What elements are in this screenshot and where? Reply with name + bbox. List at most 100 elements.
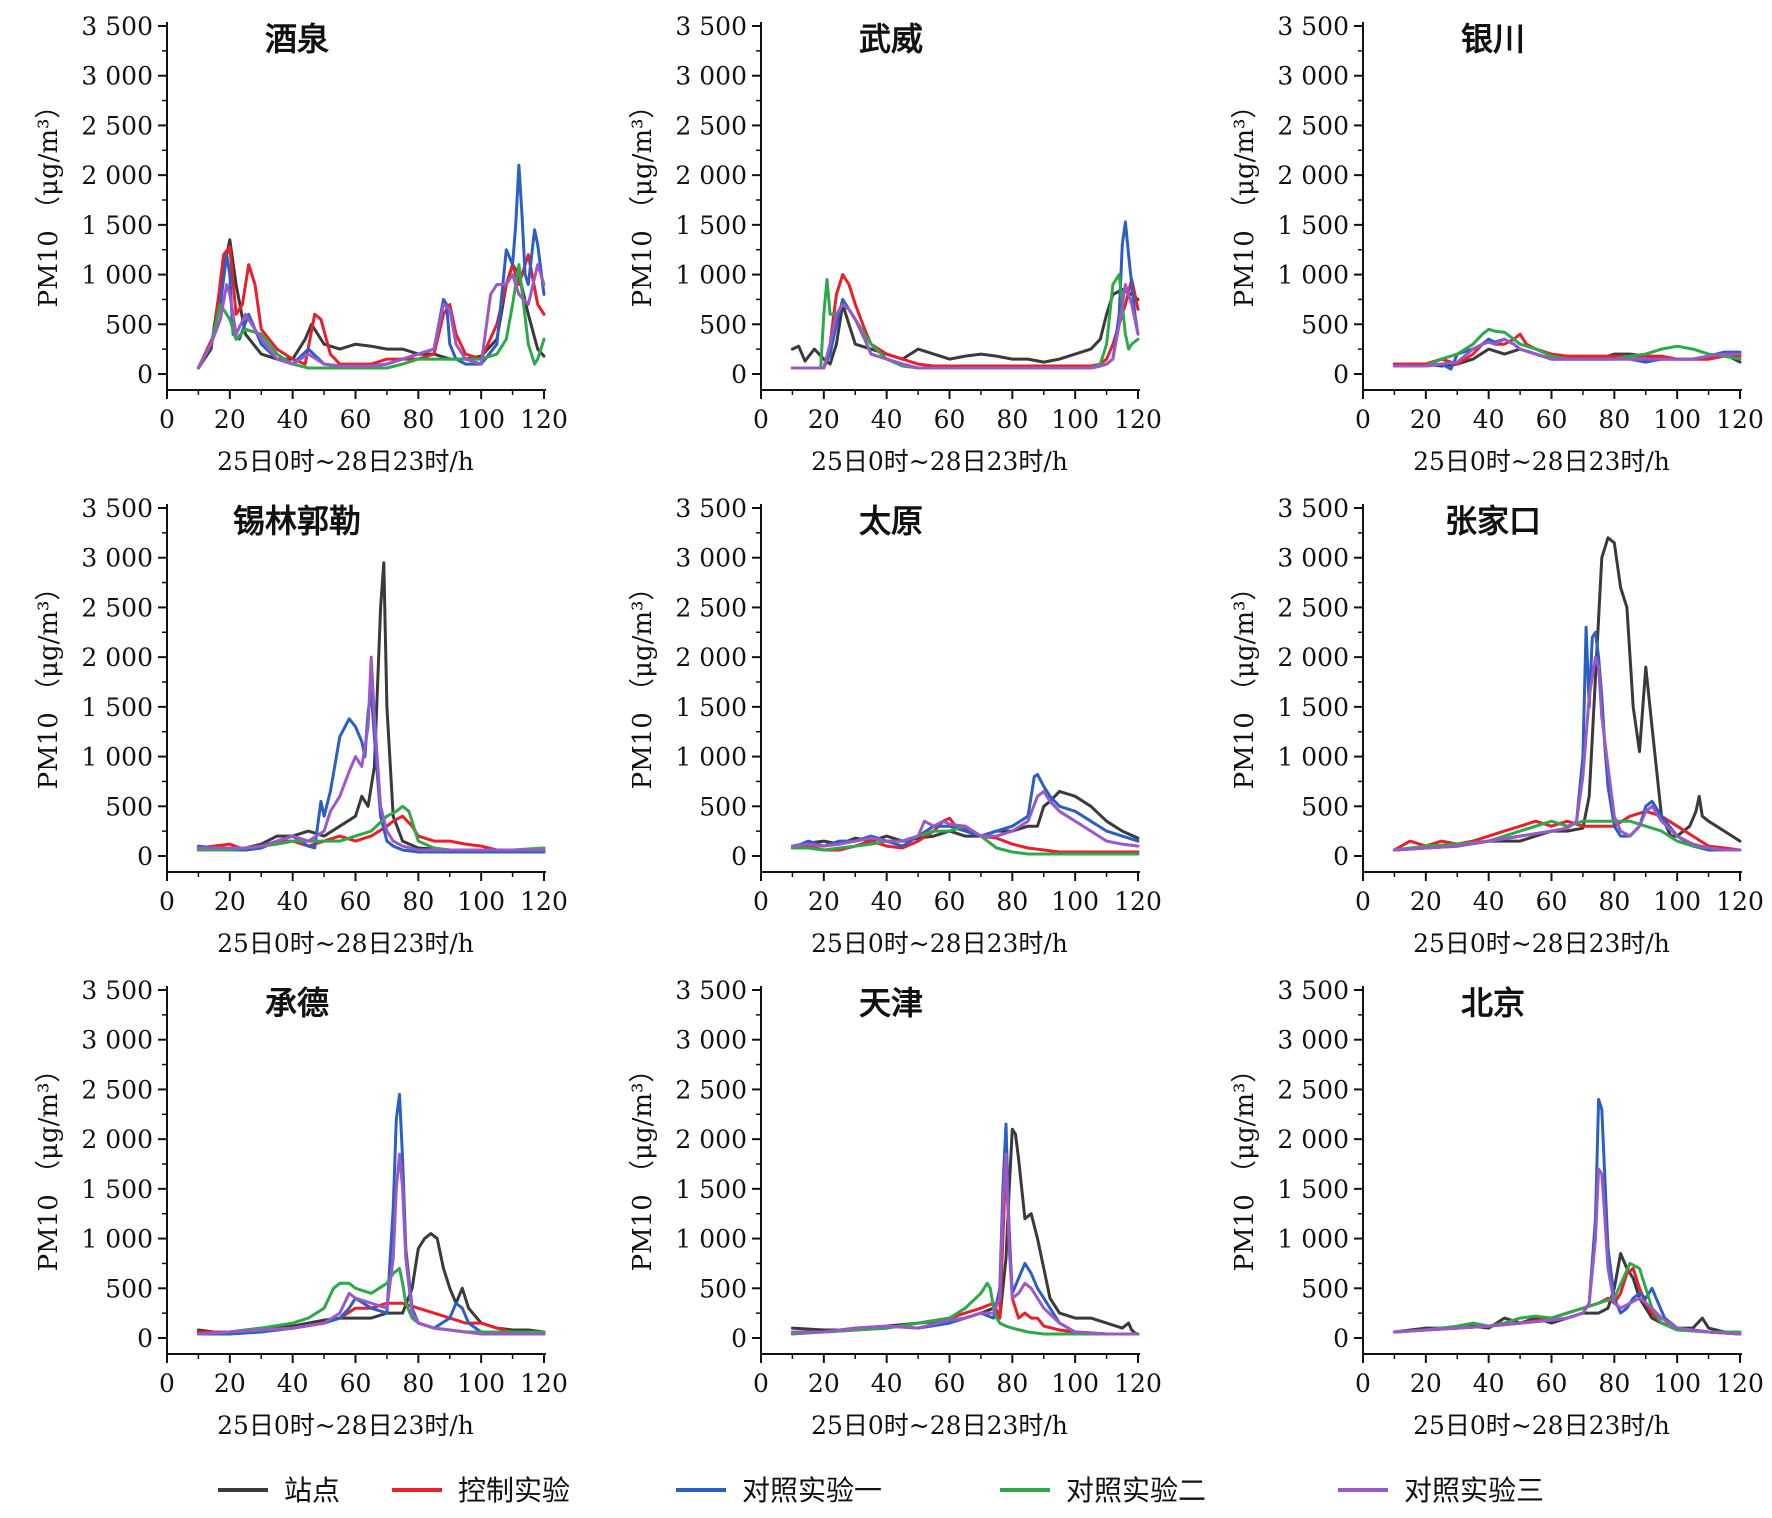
- y-tick-label: 1 500: [81, 693, 153, 722]
- chart-panel: 0 500 1 000 1 500 2 000 2 500 3 000 3 500 0 20 40 6…: [628, 494, 1162, 958]
- series-line: [196, 561, 546, 852]
- x-tick-label: 60: [1536, 1369, 1568, 1398]
- x-tick-label: 80: [996, 887, 1028, 916]
- x-tick-label: 80: [402, 405, 434, 434]
- legend-item: 对照实验一: [676, 1474, 882, 1507]
- series-line: [790, 283, 1140, 370]
- x-tick-label: 60: [1536, 887, 1568, 916]
- x-tick-label: 120: [1114, 405, 1162, 434]
- x-tick-label: 80: [1598, 1369, 1630, 1398]
- chart-title: 太原: [859, 502, 923, 540]
- y-tick-label: 0: [1333, 1324, 1349, 1353]
- legend-label: 站点: [284, 1474, 340, 1507]
- y-tick-label: 2 000: [1277, 161, 1349, 190]
- x-axis-label: 25日0时~28日23时/h: [811, 447, 1068, 476]
- x-tick-label: 20: [808, 405, 840, 434]
- x-tick-label: 20: [1410, 887, 1442, 916]
- y-tick-label: 2 000: [1277, 643, 1349, 672]
- x-tick-label: 80: [996, 405, 1028, 434]
- x-tick-label: 40: [277, 887, 309, 916]
- chart-panel: 0 500 1 000 1 500 2 000 2 500 3 000 3 500 0 20 40 6…: [1230, 12, 1764, 476]
- x-tick-label: 60: [1536, 405, 1568, 434]
- x-tick-label: 80: [1598, 887, 1630, 916]
- y-tick-label: 1 000: [1277, 743, 1349, 772]
- y-tick-label: 3 500: [1277, 976, 1349, 1005]
- y-tick-label: 0: [731, 1324, 747, 1353]
- x-axis-label: 25日0时~28日23时/h: [217, 447, 474, 476]
- x-axis-label: 25日0时~28日23时/h: [1413, 447, 1670, 476]
- y-tick-label: 2 000: [81, 161, 153, 190]
- series-group: [1392, 1097, 1742, 1336]
- y-tick-label: 1 000: [675, 261, 747, 290]
- x-tick-label: 0: [753, 887, 769, 916]
- series-line: [1392, 1252, 1742, 1336]
- x-tick-label: 20: [808, 1369, 840, 1398]
- y-tick-label: 500: [105, 1274, 153, 1303]
- series-line: [196, 1092, 546, 1336]
- y-tick-label: 3 000: [1277, 1026, 1349, 1055]
- x-axis-label: 25日0时~28日23时/h: [811, 929, 1068, 958]
- legend-label: 控制实验: [458, 1474, 570, 1507]
- series-group: [196, 163, 546, 370]
- x-tick-label: 40: [1473, 1369, 1505, 1398]
- legend-label: 对照实验二: [1066, 1474, 1206, 1507]
- y-tick-label: 2 500: [1277, 111, 1349, 140]
- series-group: [196, 561, 546, 854]
- series-group: [1392, 327, 1742, 371]
- x-tick-label: 100: [1653, 405, 1701, 434]
- series-line: [790, 1152, 1140, 1336]
- y-tick-label: 1 000: [81, 743, 153, 772]
- y-tick-label: 500: [105, 310, 153, 339]
- y-tick-label: 1 000: [1277, 1225, 1349, 1254]
- x-tick-label: 0: [159, 887, 175, 916]
- x-tick-label: 60: [934, 1369, 966, 1398]
- y-axis-label: PM10 （μg/m³）: [628, 1057, 658, 1272]
- legend-item: 站点: [218, 1474, 340, 1507]
- legend-label: 对照实验三: [1404, 1474, 1544, 1507]
- y-tick-label: 0: [1333, 842, 1349, 871]
- x-tick-label: 100: [1051, 1369, 1099, 1398]
- y-tick-label: 1 500: [1277, 693, 1349, 722]
- x-tick-label: 40: [871, 887, 903, 916]
- x-tick-label: 0: [1355, 887, 1371, 916]
- y-tick-label: 3 500: [81, 12, 153, 41]
- x-tick-label: 60: [340, 1369, 372, 1398]
- legend-item: 对照实验三: [1338, 1474, 1544, 1507]
- y-tick-label: 2 000: [81, 643, 153, 672]
- y-tick-label: 3 500: [1277, 12, 1349, 41]
- y-tick-label: 3 000: [81, 1026, 153, 1055]
- y-axis-label: PM10 （μg/m³）: [34, 575, 64, 790]
- y-tick-label: 3 000: [81, 544, 153, 573]
- x-tick-label: 80: [996, 1369, 1028, 1398]
- series-line: [1392, 625, 1742, 852]
- x-tick-label: 60: [934, 887, 966, 916]
- series-line: [196, 1152, 546, 1336]
- series-line: [790, 789, 1140, 848]
- y-tick-label: 1 500: [675, 211, 747, 240]
- series-line: [1392, 536, 1742, 852]
- legend-item: 控制实验: [392, 1474, 570, 1507]
- chart-panel: 0 500 1 000 1 500 2 000 2 500 3 000 3 500 0 20 40 6…: [628, 976, 1162, 1440]
- x-tick-label: 60: [340, 887, 372, 916]
- x-tick-label: 100: [457, 887, 505, 916]
- series-line: [790, 273, 1140, 370]
- y-tick-label: 0: [1333, 360, 1349, 389]
- series-line: [1392, 1167, 1742, 1336]
- x-axis-label: 25日0时~28日23时/h: [217, 1411, 474, 1440]
- x-tick-label: 100: [1653, 887, 1701, 916]
- y-tick-label: 3 000: [81, 62, 153, 91]
- series-line: [196, 263, 546, 370]
- x-tick-label: 20: [214, 405, 246, 434]
- x-tick-label: 120: [1716, 887, 1764, 916]
- chart-panel: 0 500 1 000 1 500 2 000 2 500 3 000 3 500 0 20 40 6…: [1230, 976, 1764, 1440]
- y-axis-label: PM10 （μg/m³）: [1230, 1057, 1260, 1272]
- chart-panels: 0 500 1 000 1 500 2 000 2 500 3 000 3 500 0 20 40 6…: [34, 12, 1764, 1440]
- y-tick-label: 3 500: [675, 12, 747, 41]
- y-tick-label: 1 500: [1277, 211, 1349, 240]
- y-tick-label: 3 000: [675, 1026, 747, 1055]
- series-line: [196, 655, 546, 852]
- y-tick-label: 2 000: [675, 161, 747, 190]
- series-line: [196, 804, 546, 852]
- y-axis-label: PM10 （μg/m³）: [628, 93, 658, 308]
- legend: 站点 控制实验 对照实验一 对照实验二 对照实验三: [218, 1474, 1544, 1507]
